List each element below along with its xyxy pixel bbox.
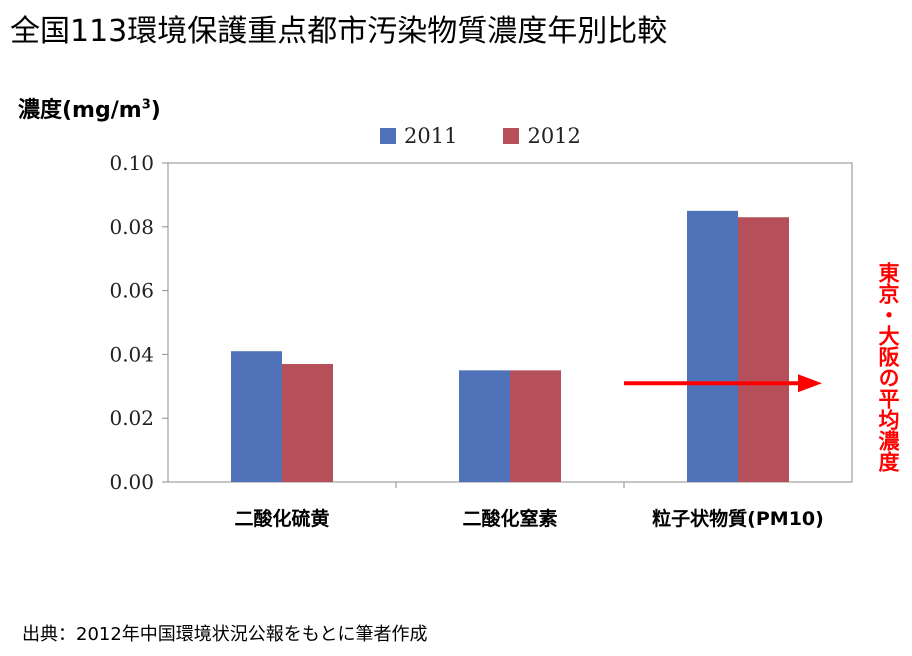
y-tick-label: 0.04 xyxy=(109,342,154,366)
bar-2011-3 xyxy=(687,210,738,482)
legend-label-2012: 2012 xyxy=(527,124,581,148)
x-category-label: 二酸化硫黄 xyxy=(234,507,329,530)
x-category-label: 粒子状物質(PM10) xyxy=(652,507,824,530)
y-tick-label: 0.08 xyxy=(109,215,154,239)
bar-2012-3 xyxy=(738,217,789,483)
legend-item-2012: 2012 xyxy=(503,124,581,148)
bar-2011-2 xyxy=(459,370,510,482)
bar-2012-2 xyxy=(510,370,561,482)
source-note: 出典：2012年中国環境状況公報をもとに筆者作成 xyxy=(22,624,428,645)
bar-2011-1 xyxy=(231,351,282,482)
x-category-label: 二酸化窒素 xyxy=(462,507,557,530)
y-axis-label-superscript: 3 xyxy=(141,97,151,113)
page-title: 全国113環境保護重点都市汚染物質濃度年別比較 xyxy=(10,14,668,49)
y-axis-label: 濃度(mg/m3) xyxy=(18,92,161,124)
y-tick-label: 0.06 xyxy=(109,279,154,303)
y-axis-label-text: 濃度(mg/m xyxy=(18,98,142,123)
legend-swatch-2012 xyxy=(503,128,520,144)
legend-item-2011: 2011 xyxy=(380,124,457,148)
y-tick-label: 0.00 xyxy=(109,470,154,494)
legend-swatch-2011 xyxy=(380,128,396,144)
legend-label-2011: 2011 xyxy=(404,124,458,148)
bar-2012-1 xyxy=(282,363,333,482)
y-tick-label: 0.02 xyxy=(109,406,154,430)
annotation-text: 東京・大阪の平均濃度 xyxy=(876,262,900,472)
y-axis-label-close: ) xyxy=(150,98,161,123)
reference-arrow-head xyxy=(798,374,822,393)
y-tick-label: 0.10 xyxy=(109,151,154,175)
legend: 2011 2012 xyxy=(380,124,581,148)
